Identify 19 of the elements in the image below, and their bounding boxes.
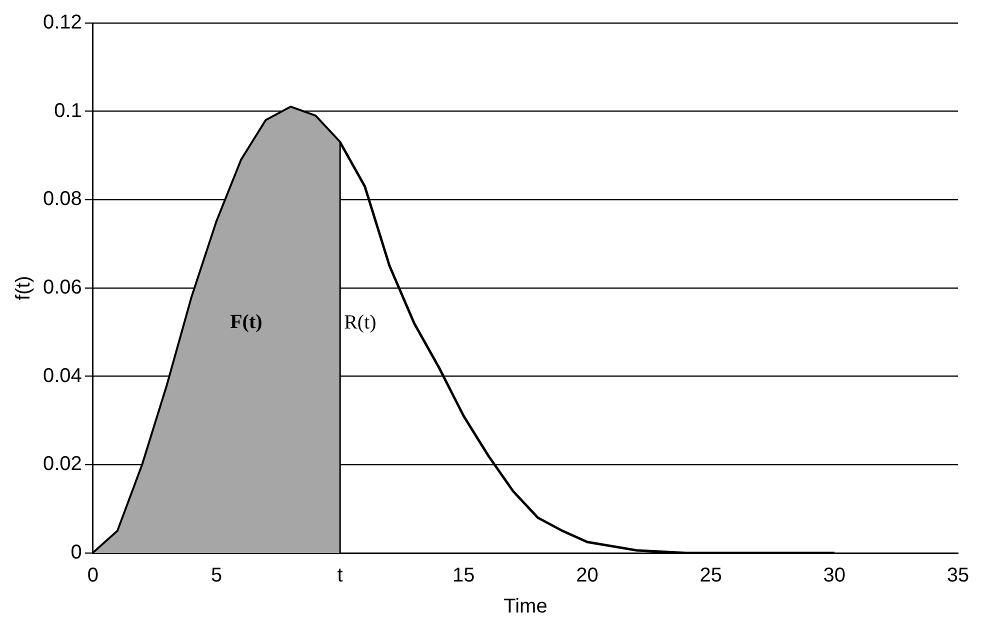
y-tick-label: 0.08 xyxy=(42,188,82,210)
x-tick-label: 25 xyxy=(700,564,722,587)
x-tick-label: 30 xyxy=(823,564,846,587)
annotation: R(t) xyxy=(344,311,376,334)
y-tick-label: 0.06 xyxy=(42,276,82,299)
x-tick-label: 5 xyxy=(210,564,222,587)
y-axis-title: f(t) xyxy=(12,276,35,300)
annotation: F(t) xyxy=(230,311,262,334)
y-tick-label: 0.12 xyxy=(42,12,82,34)
y-tick-label: 0.1 xyxy=(54,100,82,122)
x-tick-label: 20 xyxy=(576,564,598,587)
y-tick-label: 0 xyxy=(70,542,82,564)
x-tick-label: t xyxy=(337,564,344,587)
y-tick-label: 0.02 xyxy=(42,453,82,476)
x-tick-label: 15 xyxy=(452,564,475,587)
x-axis-title: Time xyxy=(504,596,548,618)
x-tick-label: 35 xyxy=(946,564,970,587)
x-tick-label: 0 xyxy=(87,564,98,587)
y-tick-label: 0.04 xyxy=(42,364,82,387)
